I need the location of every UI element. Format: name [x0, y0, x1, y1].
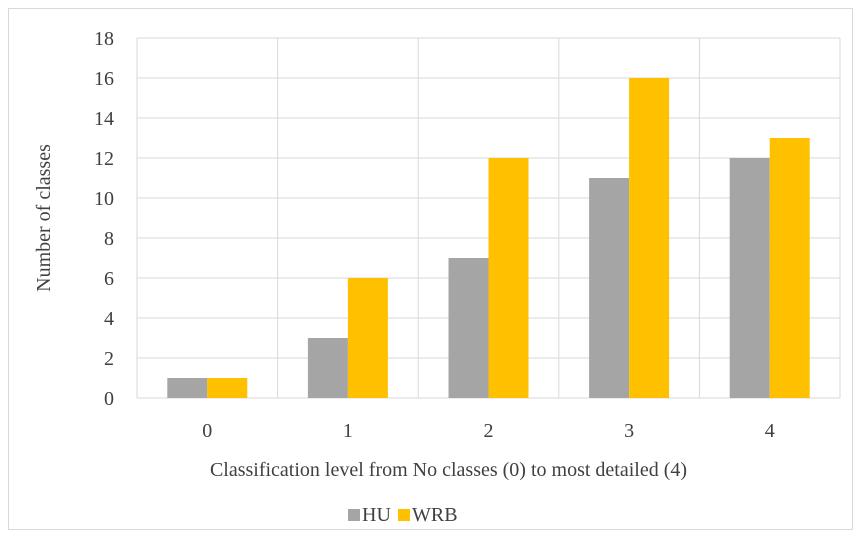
bar-hu-3 — [589, 178, 630, 398]
bar-hu-2 — [448, 258, 489, 398]
legend-swatch-hu — [348, 509, 360, 521]
x-tick-label: 1 — [343, 420, 353, 442]
y-tick-labels: 0 2 4 6 8 10 12 14 16 18 — [94, 28, 114, 410]
y-tick-label: 14 — [94, 108, 114, 130]
bar-wrb-1 — [347, 278, 388, 398]
legend-swatch-wrb — [398, 509, 410, 521]
bar-hu-4 — [729, 158, 770, 398]
x-tick-label: 0 — [202, 420, 212, 442]
bar-hu-0 — [167, 378, 208, 398]
legend-label-hu: HU — [362, 504, 391, 526]
x-tick-label: 4 — [765, 420, 775, 442]
y-tick-label: 2 — [104, 348, 114, 370]
y-tick-label: 0 — [104, 388, 114, 410]
y-tick-label: 18 — [94, 28, 114, 50]
x-axis-title: Classification level from No classes (0)… — [210, 459, 687, 481]
legend: HU WRB — [348, 504, 458, 526]
bar-hu-1 — [307, 338, 348, 398]
bar-wrb-0 — [207, 378, 248, 398]
y-tick-label: 4 — [104, 308, 114, 330]
bar-wrb-2 — [488, 158, 529, 398]
bars — [167, 78, 810, 398]
legend-label-wrb: WRB — [412, 504, 458, 526]
y-tick-label: 6 — [104, 268, 114, 290]
chart-frame — [8, 8, 853, 530]
bar-wrb-4 — [769, 138, 810, 398]
x-tick-labels: 0 1 2 3 4 — [202, 420, 774, 442]
y-tick-label: 12 — [94, 148, 114, 170]
x-tick-label: 2 — [484, 420, 494, 442]
y-tick-label: 16 — [94, 68, 114, 90]
grid-lines — [136, 37, 841, 399]
y-tick-label: 10 — [94, 188, 114, 210]
y-tick-label: 8 — [104, 228, 114, 250]
bar-wrb-3 — [629, 78, 670, 398]
x-tick-label: 3 — [624, 420, 634, 442]
y-axis-title: Number of classes — [33, 144, 55, 292]
